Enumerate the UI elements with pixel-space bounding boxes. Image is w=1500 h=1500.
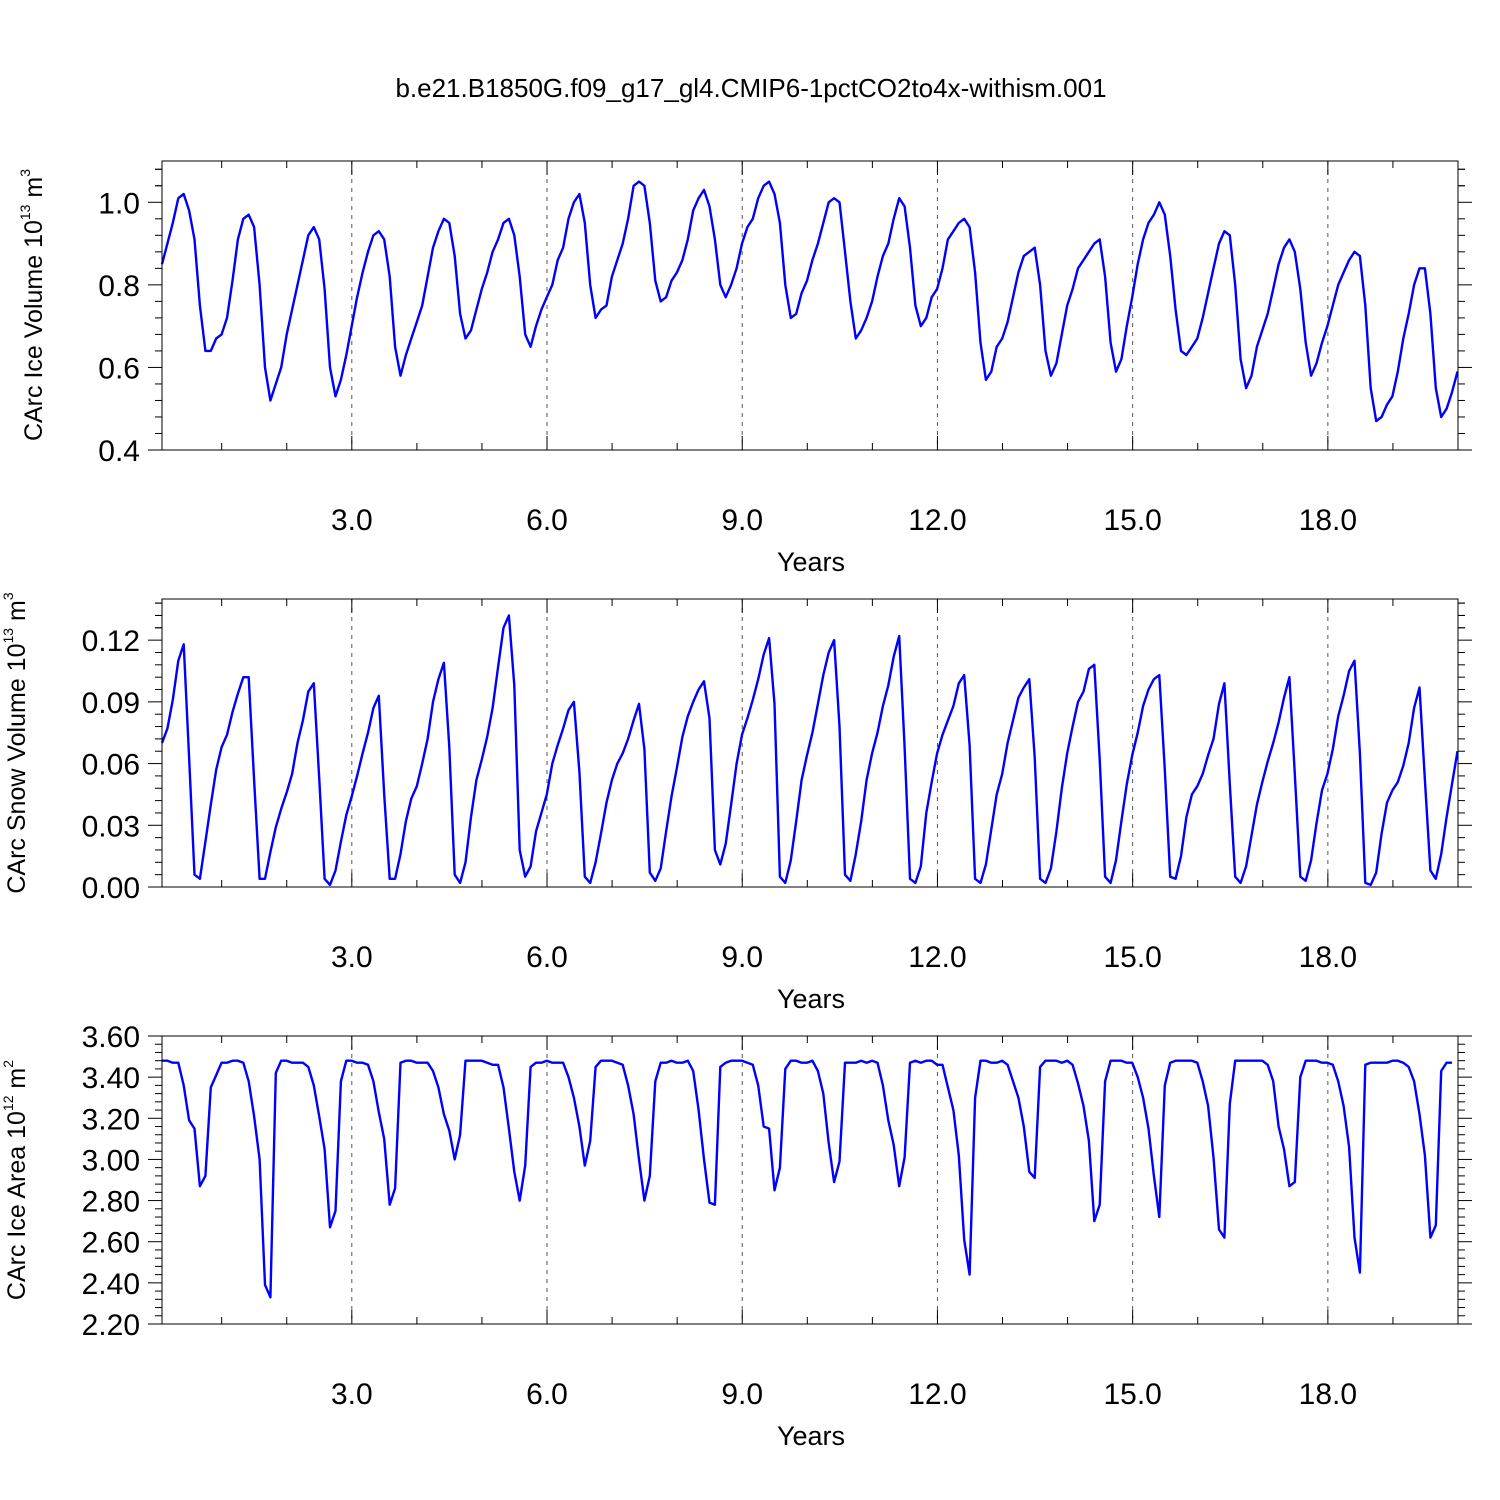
x-tick-label: 18.0: [1299, 941, 1357, 974]
x-tick-label: 15.0: [1103, 1378, 1161, 1411]
x-tick-label: 12.0: [908, 504, 966, 537]
x-tick-label: 3.0: [331, 504, 373, 537]
x-tick-label: 6.0: [526, 504, 568, 537]
y-axis-label-unit-exponent: 3: [0, 592, 16, 600]
y-tick-label: 0.8: [98, 270, 140, 303]
y-tick-label: 3.40: [82, 1062, 140, 1095]
y-tick-label: 3.60: [82, 1021, 140, 1054]
x-tick-label: 12.0: [908, 941, 966, 974]
y-tick-label: 0.00: [82, 872, 140, 905]
plot-frame: [161, 160, 1459, 451]
x-tick-label: 12.0: [908, 1378, 966, 1411]
y-axis-label-text: CArc Snow Volume 10: [3, 644, 31, 894]
x-tick-label: 18.0: [1299, 504, 1357, 537]
x-tick-label: 9.0: [721, 504, 763, 537]
snow-volume-panel: 3.0 6.0 9.0 12.0 15.0 18.0 0.00 0.03 0.06 0.09 0.1…: [0, 592, 1472, 1014]
x-tick-label: 18.0: [1299, 1378, 1357, 1411]
y-tick-label: 0.6: [98, 352, 140, 385]
series-line-2: [162, 1059, 1452, 1299]
y-axis-label: CArc Ice Volume 1013 m3: [17, 169, 48, 441]
y-tick-label: 3.00: [82, 1144, 140, 1177]
y-axis-label-unit-exponent: 2: [0, 1060, 16, 1068]
y-axis-label-exponent: 12: [0, 1095, 16, 1111]
y-axis-label-exponent: 13: [0, 628, 16, 644]
y-axis-label-text: CArc Ice Area 10: [3, 1111, 31, 1300]
series-line-1: [160, 614, 1459, 887]
y-axis-label-unit: m: [20, 177, 48, 205]
y-axis-label: CArc Ice Area 1012 m2: [0, 1060, 31, 1300]
y-axis-label-exponent: 13: [17, 204, 33, 220]
series-line-0: [160, 180, 1459, 423]
x-axis-label: Years: [777, 984, 845, 1014]
y-axis-label-unit-exponent: 3: [17, 169, 33, 177]
y-tick-label: 1.0: [98, 187, 140, 220]
y-tick-label: 0.03: [82, 810, 140, 843]
y-axis-label-unit: m: [3, 1068, 31, 1096]
x-tick-label: 3.0: [331, 941, 373, 974]
y-axis-label: CArc Snow Volume 1013 m3: [0, 592, 31, 893]
y-tick-label: 0.4: [98, 435, 140, 468]
y-tick-label: 2.60: [82, 1227, 140, 1260]
x-tick-label: 6.0: [526, 1378, 568, 1411]
y-tick-label: 2.40: [82, 1268, 140, 1301]
ice-volume-panel: 3.0 6.0 9.0 12.0 15.0 18.0 0.4 0.6 0.8 1.0 Years CA…: [17, 160, 1472, 577]
y-tick-label: 0.06: [82, 749, 140, 782]
x-tick-label: 9.0: [721, 1378, 763, 1411]
x-axis-label: Years: [777, 1421, 845, 1451]
y-tick-label: 3.20: [82, 1103, 140, 1136]
y-tick-label: 2.80: [82, 1186, 140, 1219]
plot-frame: [161, 1035, 1459, 1325]
x-tick-label: 15.0: [1103, 941, 1161, 974]
ice-area-panel: 3.0 6.0 9.0 12.0 15.0 18.0 2.20 2.40 2.60 2.80 3.0…: [0, 1021, 1472, 1451]
x-tick-label: 6.0: [526, 941, 568, 974]
x-tick-label: 9.0: [721, 941, 763, 974]
y-tick-label: 0.12: [82, 625, 140, 658]
y-axis-label-text: CArc Ice Volume 10: [20, 220, 48, 441]
x-axis-label: Years: [777, 547, 845, 577]
y-tick-label: 2.20: [82, 1309, 140, 1342]
y-tick-label: 0.09: [82, 687, 140, 720]
plot-frame: [161, 598, 1459, 888]
y-axis-label-unit: m: [3, 600, 31, 628]
x-tick-label: 3.0: [331, 1378, 373, 1411]
x-tick-label: 15.0: [1103, 504, 1161, 537]
figure-title: b.e21.B1850G.f09_g17_gl4.CMIP6-1pctCO2to…: [395, 73, 1106, 103]
